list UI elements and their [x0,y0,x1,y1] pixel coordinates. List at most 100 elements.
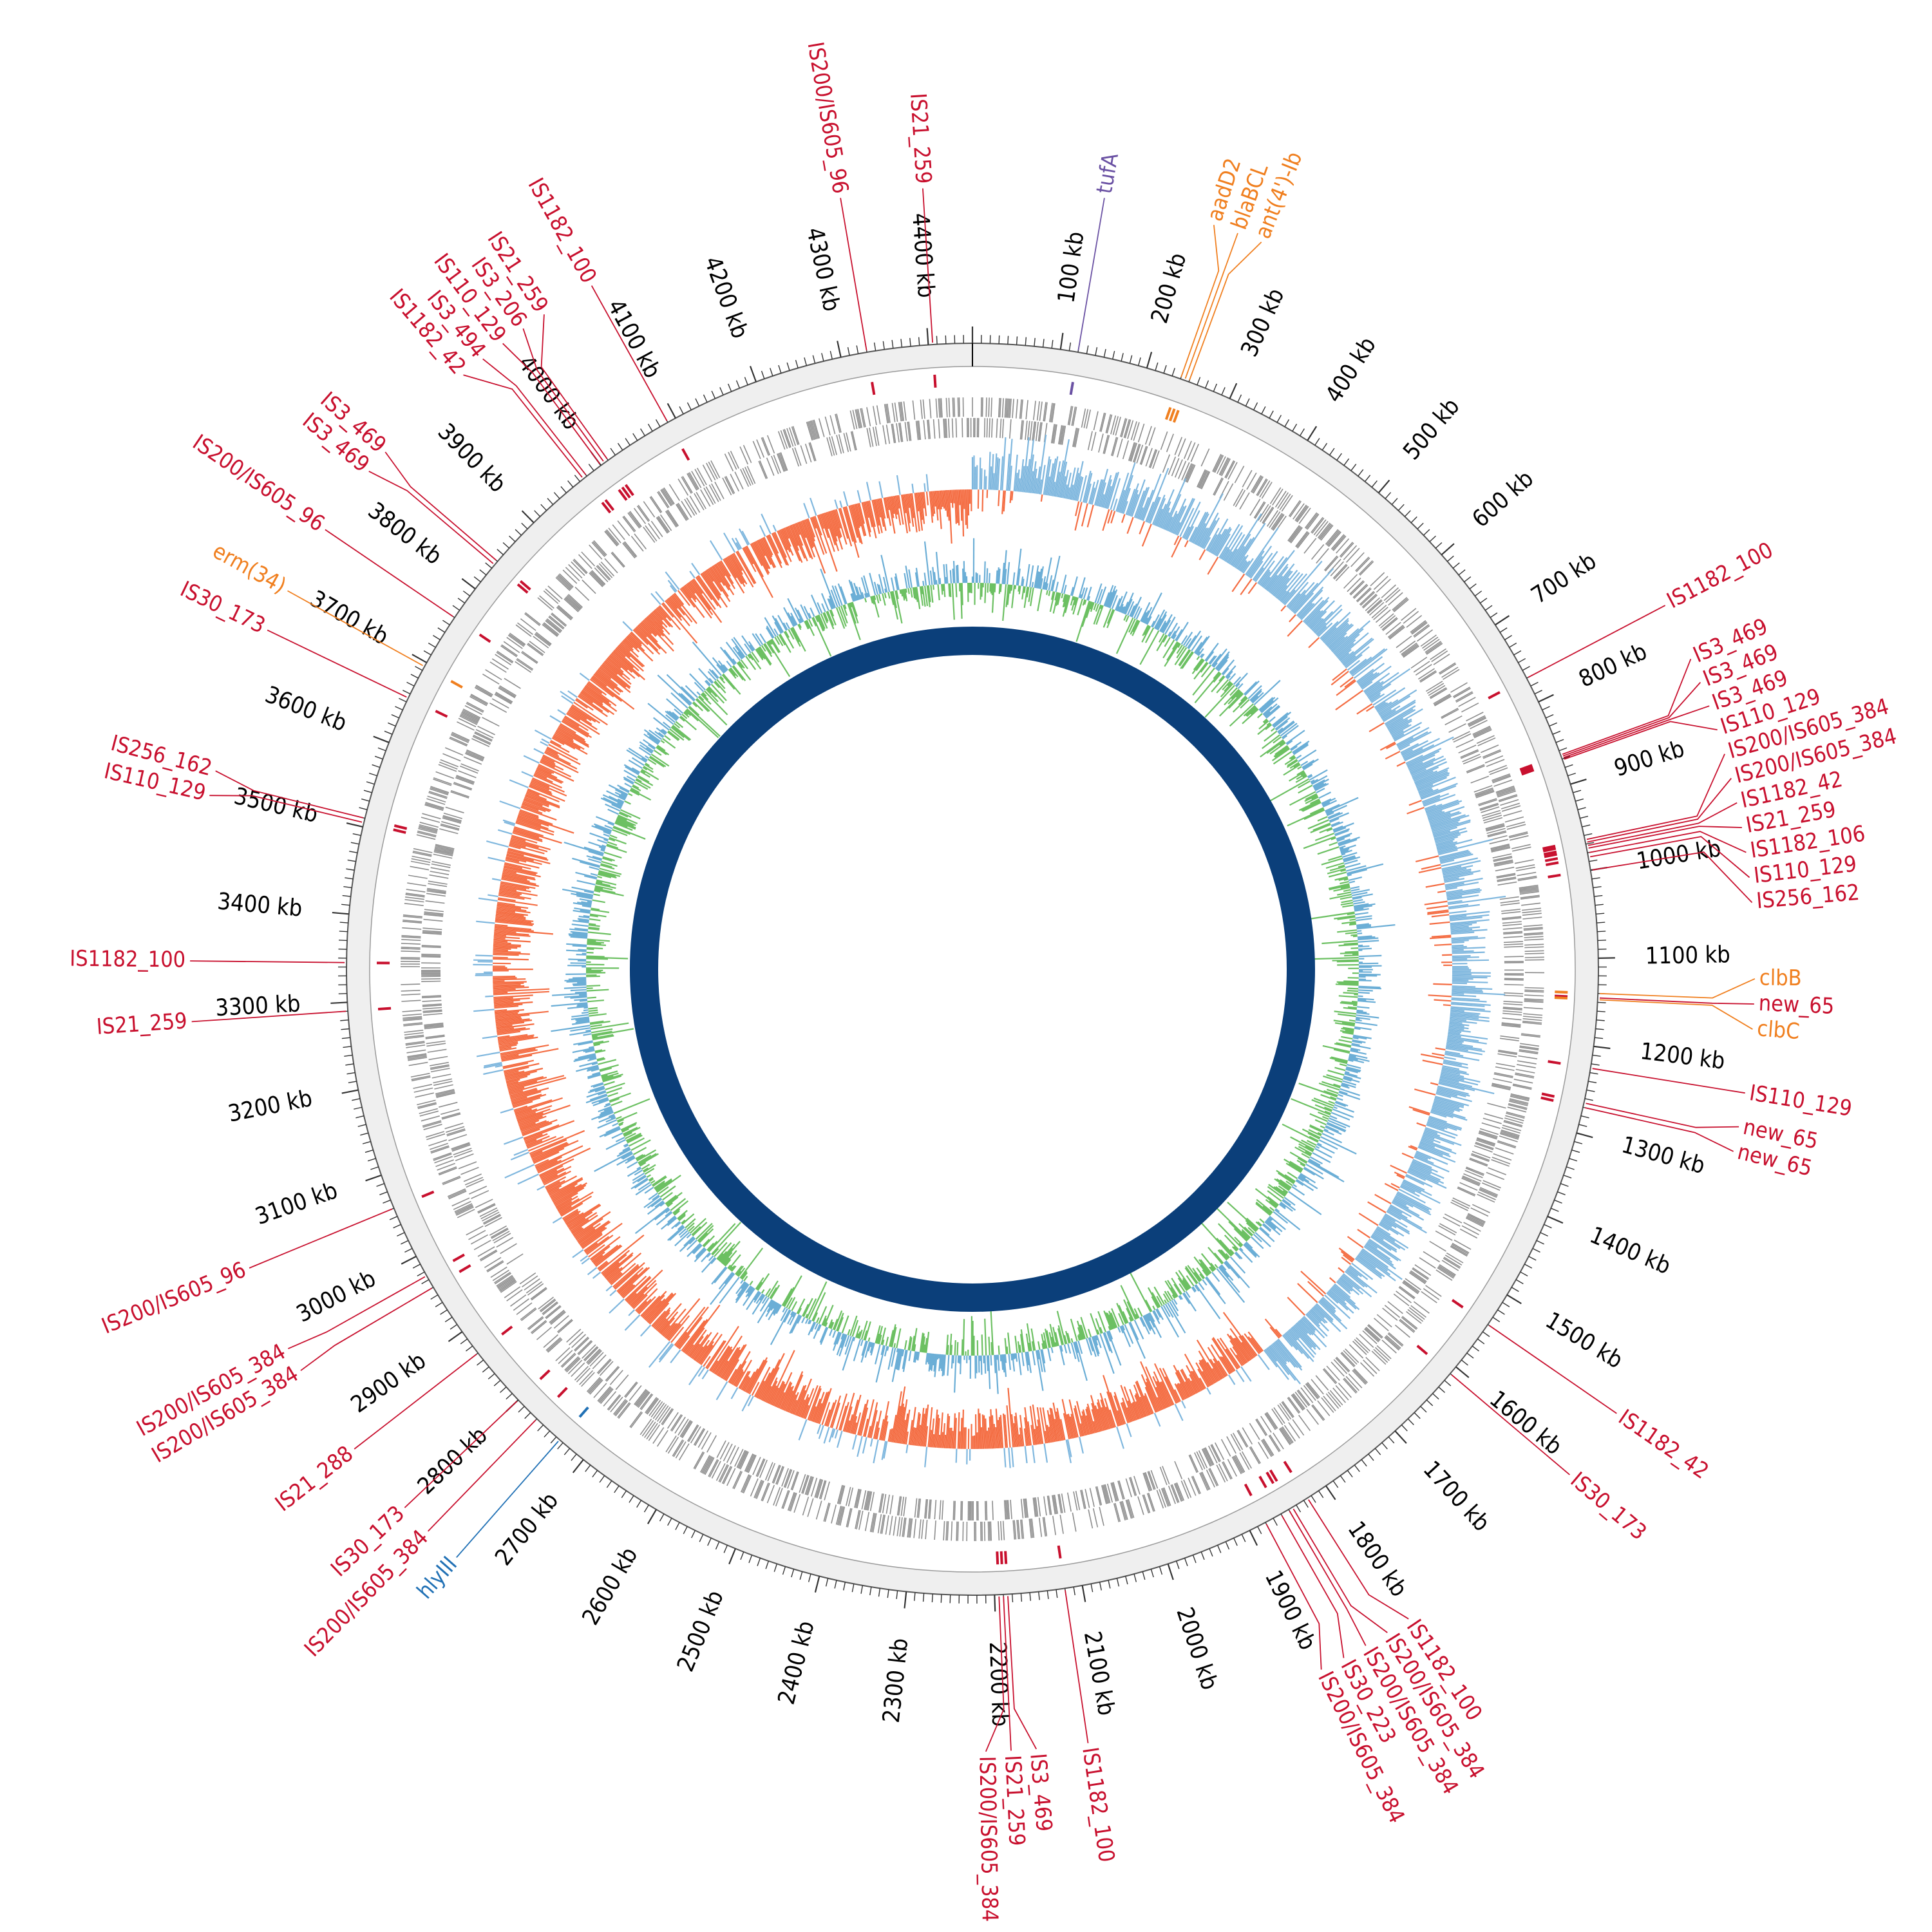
gc-content-bar [1006,562,1010,585]
cds-bar [1208,1445,1218,1464]
minor-tick [914,1592,916,1601]
gc-content-bar [1331,1056,1349,1062]
cds-bar [421,953,441,956]
cds-bar [1490,844,1510,849]
cds-bar [1385,589,1401,603]
cds-bar [1401,642,1417,655]
cds-bar [490,1266,507,1278]
gc-skew-bar [929,491,934,523]
cds-bar [629,511,642,527]
gc-skew-bar [495,914,526,920]
gc-content-bar [1232,697,1248,713]
minor-tick [1269,410,1274,419]
gc-skew-bar [1435,1092,1452,1099]
gc-skew-bar [786,526,803,564]
gc-skew-bar [1429,921,1450,925]
gc-skew-bar [497,898,538,906]
cds-bar [489,661,507,673]
gc-content-bar [1338,838,1350,844]
gc-skew-bar [1213,1362,1224,1379]
minor-tick [1016,336,1018,345]
minor-tick [719,387,724,395]
cds-bar [1233,1432,1244,1450]
cds-bar [434,1084,453,1090]
gc-skew-bar [540,1170,558,1179]
gc-content-bar [1104,585,1114,607]
gc-skew-bar [503,1063,540,1072]
cds-bar [927,419,930,439]
gc-skew-bar [1095,479,1104,506]
gc-skew-bar [599,667,631,694]
backbone-band [346,343,1598,1595]
tick-label: 2500 kb [672,1587,729,1676]
gc-skew-bar [1334,628,1364,655]
cds-bar [1493,860,1513,866]
minor-tick [560,486,567,493]
gc-skew-bar [1299,603,1315,620]
gc-content-bar [1045,583,1048,591]
cds-bar [1198,470,1208,489]
cds-bar [1129,442,1137,462]
gc-skew-bar [778,1381,791,1409]
gc-content-bar [1332,825,1343,831]
gc-skew-bar [526,791,547,800]
cds-bar [1346,547,1360,563]
gc-skew-bar [1293,567,1334,614]
cds-bar [1374,1347,1390,1361]
cds-bar [1214,455,1224,473]
cds-bar [453,1200,471,1210]
gc-skew-bar [1392,730,1404,738]
cds-bar [1213,477,1223,495]
cds-bar [1457,1186,1476,1196]
cds-bar [1519,887,1539,891]
major-tick [1146,352,1153,368]
gc-skew-bar [1401,749,1414,756]
gc-content-bar [1334,914,1356,920]
gc-skew-bar [1285,1332,1309,1359]
gc-skew-bar [1432,1104,1455,1112]
cds-bar [1509,1099,1528,1105]
gc-skew-bar [1036,1426,1041,1444]
cds-bar [558,1320,573,1334]
cds-bar [1394,1324,1410,1338]
cds-bar [545,1305,561,1318]
cds-bar [406,1044,426,1048]
gc-content-bar [1274,746,1290,758]
minor-tick [1429,535,1436,542]
gc-skew-bar [1061,1399,1072,1439]
minor-tick [361,798,370,802]
minor-tick [1551,1208,1559,1212]
cds-bar [545,1337,561,1351]
cds-bar [999,398,1001,418]
cds-bar [1105,414,1112,433]
cds-bar [1472,1151,1491,1159]
gc-content-bar [1300,772,1306,776]
gc-skew-bar [1030,1425,1035,1446]
minor-tick [348,1081,357,1084]
gc-content-bar [1263,719,1269,724]
gc-skew-bar [611,652,640,677]
backbone-ring [346,343,1599,1596]
gc-skew-bar [725,1359,740,1381]
gc-skew-bar [1423,797,1441,806]
cds-bar [1393,1293,1410,1307]
cds-bar [624,541,638,557]
cds-bar [1343,1378,1357,1394]
gc-skew-bar [1390,1204,1412,1218]
cds-bar [636,1390,649,1406]
feature-mark [393,828,406,834]
gc-skew-bar [522,800,550,813]
major-tick [1593,1045,1611,1050]
cds-bar [549,1311,565,1324]
gc-skew-bar [495,919,535,925]
cds-bar [648,1424,660,1441]
minor-tick [547,498,554,505]
gc-skew-bar [1356,1256,1382,1277]
gc-content-bar [1106,609,1115,629]
gc-content-bar [1325,862,1345,869]
cds-bar [755,1480,764,1499]
gc-content-bar [1318,791,1331,799]
minor-tick [352,833,361,837]
gc-skew-bar [823,1426,830,1444]
gc-skew-bar [1048,1426,1052,1443]
